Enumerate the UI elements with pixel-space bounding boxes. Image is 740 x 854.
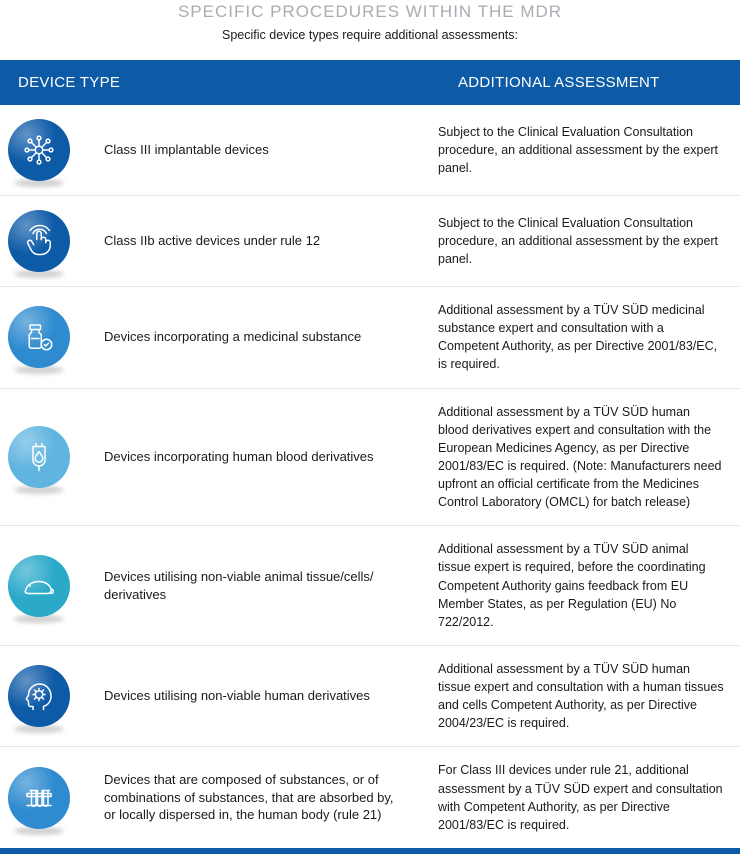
table-row: Class III implantable devicesSubject to …	[0, 105, 740, 196]
assessment-text: Subject to the Clinical Evaluation Consu…	[438, 214, 730, 268]
tubes-icon	[8, 767, 70, 829]
assessment-text: Additional assessment by a TÜV SÜD medic…	[438, 301, 730, 374]
animal-icon	[8, 555, 70, 617]
table-row: Devices utilising non-viable animal tiss…	[0, 526, 740, 646]
icon-cell	[8, 555, 104, 617]
bottom-accent-bar	[0, 848, 740, 854]
medicine-icon	[8, 306, 70, 368]
device-type-text: Devices utilising non-viable human deriv…	[104, 687, 438, 705]
assessment-text: Subject to the Clinical Evaluation Consu…	[438, 123, 730, 177]
table-body: Class III implantable devicesSubject to …	[0, 105, 740, 848]
icon-cell	[8, 665, 104, 727]
network-icon	[8, 119, 70, 181]
page-title: SPECIFIC PROCEDURES WITHIN THE MDR	[0, 2, 740, 22]
touch-icon	[8, 210, 70, 272]
assessment-text: For Class III devices under rule 21, add…	[438, 761, 730, 834]
table-row: Devices utilising non-viable human deriv…	[0, 646, 740, 748]
table-header: DEVICE TYPE ADDITIONAL ASSESSMENT	[0, 60, 740, 105]
head-icon	[8, 665, 70, 727]
device-type-text: Devices that are composed of substances,…	[104, 771, 438, 824]
icon-cell	[8, 426, 104, 488]
assessment-text: Additional assessment by a TÜV SÜD human…	[438, 403, 730, 512]
device-type-text: Class IIb active devices under rule 12	[104, 232, 438, 250]
device-type-text: Class III implantable devices	[104, 141, 438, 159]
icon-cell	[8, 210, 104, 272]
icon-cell	[8, 306, 104, 368]
icon-cell	[8, 767, 104, 829]
header-col-assessment: ADDITIONAL ASSESSMENT	[458, 74, 722, 91]
device-type-text: Devices incorporating human blood deriva…	[104, 448, 438, 466]
header-col-device-type: DEVICE TYPE	[18, 74, 458, 91]
table-row: Devices incorporating human blood deriva…	[0, 389, 740, 527]
device-type-text: Devices incorporating a medicinal substa…	[104, 328, 438, 346]
assessment-text: Additional assessment by a TÜV SÜD human…	[438, 660, 730, 733]
blood-icon	[8, 426, 70, 488]
table-row: Devices incorporating a medicinal substa…	[0, 287, 740, 389]
device-type-text: Devices utilising non-viable animal tiss…	[104, 568, 438, 603]
icon-cell	[8, 119, 104, 181]
table-row: Devices that are composed of substances,…	[0, 747, 740, 848]
assessment-text: Additional assessment by a TÜV SÜD anima…	[438, 540, 730, 631]
page-subtitle: Specific device types require additional…	[0, 28, 740, 42]
table-row: Class IIb active devices under rule 12Su…	[0, 196, 740, 287]
